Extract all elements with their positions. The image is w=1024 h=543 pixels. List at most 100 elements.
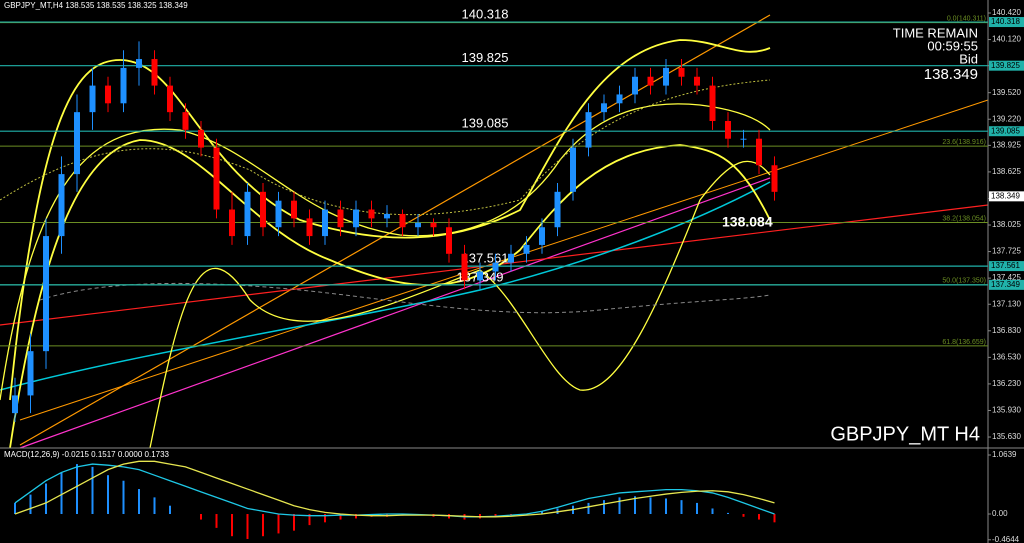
candle-body	[663, 67, 669, 86]
candle-body	[58, 174, 65, 237]
candle-body	[89, 85, 96, 113]
candle-body	[477, 271, 483, 281]
fib-label: 23.6(138.916)	[942, 139, 986, 146]
candle-body	[322, 209, 328, 237]
candle-body	[353, 209, 359, 228]
candle-body	[725, 121, 731, 139]
chart-title: GBPJPY_MT H4	[830, 423, 980, 445]
candle-body	[554, 191, 561, 228]
y-tick-label: 139.220	[992, 114, 1021, 123]
candle-body	[601, 103, 607, 113]
candle-body	[229, 209, 235, 237]
level-label: 137.561	[462, 251, 509, 266]
level-box-label: 137.349	[991, 280, 1020, 289]
candle-body	[446, 227, 452, 254]
level-box-label: 139.825	[991, 61, 1020, 70]
y-tick-label: 138.025	[992, 220, 1021, 229]
y-tick-label: 137.130	[992, 299, 1021, 308]
candle-body	[740, 138, 747, 140]
macd-line	[14, 463, 775, 518]
candle-body	[337, 209, 344, 228]
fib-label: 38.2(138.054)	[942, 215, 986, 222]
time-remain-label: TIME REMAIN	[893, 25, 978, 40]
level-label: 140.318	[462, 6, 509, 21]
level-label: 139.085	[462, 116, 509, 131]
y-tick-label: 138.925	[992, 140, 1021, 149]
fib-label: 50.0(137.350)	[942, 278, 986, 285]
candle-body	[120, 67, 127, 104]
indicators	[0, 14, 989, 449]
candle-body	[508, 253, 514, 263]
header: GBPJPY_MT,H4 138.535 138.535 138.325 138…	[4, 1, 188, 10]
candle-body	[182, 112, 189, 130]
candle-body	[756, 138, 762, 166]
candle-body	[678, 67, 685, 77]
candle-body	[709, 85, 716, 122]
candle-body	[585, 112, 592, 148]
candle-body	[27, 351, 34, 396]
level-box-label: 137.561	[991, 261, 1020, 270]
candle-body	[260, 191, 266, 228]
y-tick-label: 137.725	[992, 247, 1021, 256]
macd-label: MACD(12,26,9) -0.0215 0.1517 0.0000 0.17…	[4, 450, 170, 459]
bid-box	[989, 191, 1024, 202]
candle-body	[213, 147, 220, 210]
candle-body	[151, 59, 158, 86]
fib-label: 61.8(136.659)	[942, 339, 986, 346]
candle-body	[461, 253, 468, 281]
level-label: 139.825	[462, 50, 509, 65]
candle-body	[694, 76, 700, 86]
candle-body	[244, 191, 251, 237]
bid: 138.349	[924, 66, 978, 83]
candle-body	[384, 213, 390, 219]
fib-label: 0.0(140.311)	[947, 16, 986, 23]
y-tick-label: 138.625	[992, 167, 1021, 176]
y-tick-label: 136.230	[992, 379, 1021, 388]
level-box	[989, 261, 1024, 272]
y-tick-label: 140.420	[992, 8, 1021, 17]
candle-body	[430, 222, 437, 228]
level-box	[989, 279, 1024, 290]
candle-body	[523, 244, 530, 254]
bid-box-label: 138.349	[991, 191, 1020, 200]
candle-body	[105, 85, 111, 104]
y-tick-label: 135.930	[992, 406, 1021, 415]
candle-body	[616, 94, 623, 104]
candle-body	[647, 76, 654, 86]
candle-body	[275, 200, 282, 228]
macd-tick-label: 1.0639	[992, 450, 1017, 459]
candle-body	[291, 200, 297, 219]
candle-body	[12, 395, 18, 414]
candle-body	[539, 227, 545, 245]
candle-body	[74, 112, 80, 175]
level-box-label: 139.085	[991, 126, 1020, 135]
macd-tick-label: -0.4644	[992, 535, 1020, 543]
y-tick-label: 135.630	[992, 432, 1021, 441]
candle-body	[492, 262, 499, 272]
candle-body	[306, 218, 313, 237]
candle-body	[198, 129, 204, 148]
level-box	[989, 60, 1024, 71]
y-tick-label: 136.830	[992, 326, 1021, 335]
candle-body	[399, 213, 406, 228]
y-tick-label: 137.425	[992, 273, 1021, 282]
macd-signal	[14, 460, 775, 518]
y-tick-label: 140.120	[992, 35, 1021, 44]
candle-body	[43, 236, 49, 352]
y-tick-label: 136.530	[992, 352, 1021, 361]
candle-body	[415, 222, 421, 228]
macd-tick-label: 0.00	[992, 509, 1008, 518]
line-price: 138.084	[722, 213, 773, 229]
candle-body	[368, 209, 375, 219]
candle-body	[771, 165, 778, 192]
level-box	[989, 17, 1024, 28]
level-box-label: 140.318	[991, 17, 1020, 26]
candle-body	[570, 147, 576, 192]
level-box	[989, 126, 1024, 137]
candle-body	[136, 59, 142, 68]
candle-body	[632, 76, 638, 95]
candle-body	[167, 85, 173, 113]
y-tick-label: 139.520	[992, 88, 1021, 97]
bid-label: Bid	[959, 51, 978, 66]
